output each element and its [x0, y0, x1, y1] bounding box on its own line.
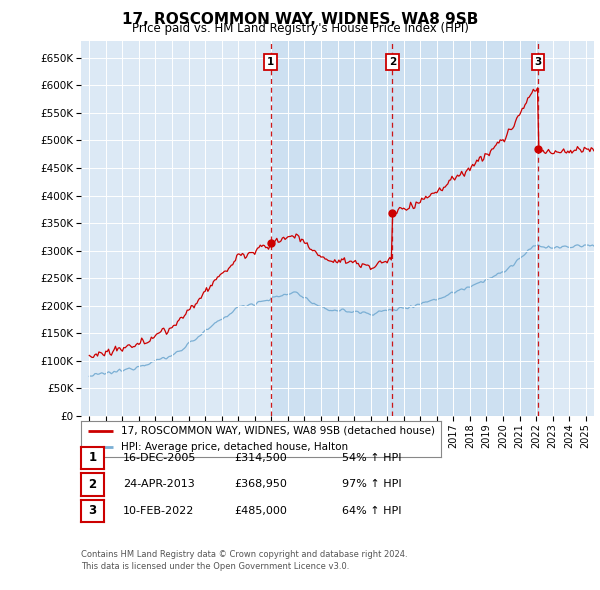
Bar [392, 41, 538, 416]
Text: 17, ROSCOMMON WAY, WIDNES, WA8 9SB: 17, ROSCOMMON WAY, WIDNES, WA8 9SB [122, 12, 478, 27]
Text: 97% ↑ HPI: 97% ↑ HPI [342, 480, 401, 489]
Text: 1: 1 [267, 57, 274, 67]
Text: 16-DEC-2005: 16-DEC-2005 [123, 453, 196, 463]
Text: 3: 3 [534, 57, 542, 67]
Text: Price paid vs. HM Land Registry's House Price Index (HPI): Price paid vs. HM Land Registry's House … [131, 22, 469, 35]
Text: £368,950: £368,950 [234, 480, 287, 489]
Text: £485,000: £485,000 [234, 506, 287, 516]
Text: 54% ↑ HPI: 54% ↑ HPI [342, 453, 401, 463]
Text: 2: 2 [88, 478, 97, 491]
Text: 3: 3 [88, 504, 97, 517]
Text: 24-APR-2013: 24-APR-2013 [123, 480, 195, 489]
Bar [271, 41, 392, 416]
Text: £314,500: £314,500 [234, 453, 287, 463]
Text: 1: 1 [88, 451, 97, 464]
Text: Contains HM Land Registry data © Crown copyright and database right 2024.
This d: Contains HM Land Registry data © Crown c… [81, 550, 407, 571]
Text: 64% ↑ HPI: 64% ↑ HPI [342, 506, 401, 516]
Text: 10-FEB-2022: 10-FEB-2022 [123, 506, 194, 516]
Text: HPI: Average price, detached house, Halton: HPI: Average price, detached house, Halt… [121, 442, 348, 453]
Text: 17, ROSCOMMON WAY, WIDNES, WA8 9SB (detached house): 17, ROSCOMMON WAY, WIDNES, WA8 9SB (deta… [121, 425, 434, 435]
Text: 2: 2 [389, 57, 396, 67]
